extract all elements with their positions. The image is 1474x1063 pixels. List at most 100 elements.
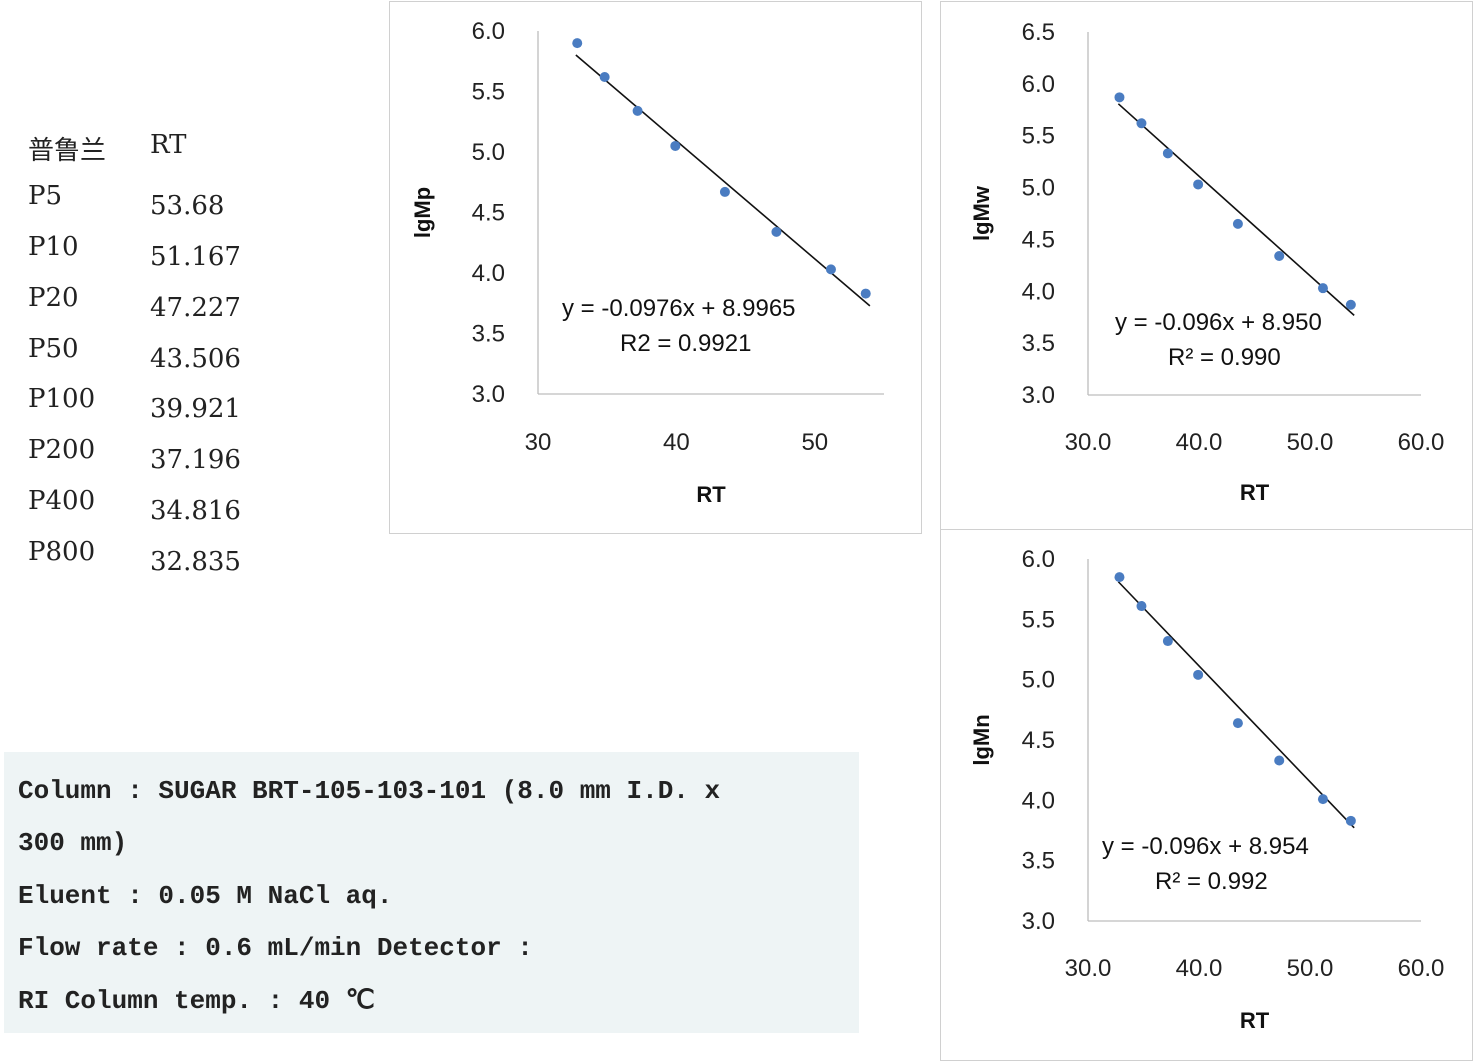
y-tick-label: 3.0 xyxy=(1022,908,1055,935)
x-tick-label: 50.0 xyxy=(1287,429,1334,456)
standard-name: P100 xyxy=(28,384,96,414)
standard-rt: 53.68 xyxy=(150,191,225,221)
standard-name: P10 xyxy=(28,232,79,262)
y-tick-label: 4.5 xyxy=(472,200,505,227)
x-axis-title: RT xyxy=(1240,1008,1270,1033)
data-point xyxy=(771,226,782,237)
x-tick-label: 30 xyxy=(525,429,552,456)
y-tick-label: 5.5 xyxy=(472,79,505,106)
chart-lgmn-plot: 3.0 3.5 4.0 4.5 5.0 5.5 6.0 30.0 40.0 50.0 60.0 RT l… xyxy=(969,546,1445,1033)
x-axis-title: RT xyxy=(1240,480,1270,505)
trendline-equation: y = -0.096x + 8.950 xyxy=(1115,309,1322,336)
standards-header-name: 普鲁兰 xyxy=(28,136,107,166)
y-tick-label: 4.0 xyxy=(1022,787,1055,814)
y-tick-label: 4.0 xyxy=(472,260,505,287)
data-point xyxy=(599,71,610,82)
y-tick-label: 5.5 xyxy=(1022,606,1055,633)
x-tick-label: 40 xyxy=(663,429,690,456)
y-tick-label: 6.0 xyxy=(1022,546,1055,573)
data-point xyxy=(1345,299,1356,310)
chart-lgmn: 3.0 3.5 4.0 4.5 5.0 5.5 6.0 30.0 40.0 50.0 60.0 RT l… xyxy=(940,529,1473,1061)
data-point xyxy=(719,186,730,197)
data-point xyxy=(1162,148,1173,159)
y-axis-title: lgMn xyxy=(969,714,994,765)
x-tick-label: 60.0 xyxy=(1398,955,1445,982)
data-point xyxy=(1193,669,1204,680)
y-tick-label: 4.0 xyxy=(1022,278,1055,305)
data-point xyxy=(1317,794,1328,805)
x-tick-label: 30.0 xyxy=(1065,429,1112,456)
data-point xyxy=(1136,601,1147,612)
trendline-r2: R² = 0.992 xyxy=(1155,868,1268,895)
x-tick-label: 40.0 xyxy=(1176,429,1223,456)
data-point xyxy=(572,38,583,49)
x-tick-label: 40.0 xyxy=(1176,955,1223,982)
trendline xyxy=(1117,581,1355,829)
data-point xyxy=(1232,218,1243,229)
y-tick-label: 3.5 xyxy=(1022,330,1055,357)
standard-rt: 34.816 xyxy=(150,496,241,526)
data-point xyxy=(1274,251,1285,262)
trendline-r2: R2 = 0.9921 xyxy=(620,330,751,357)
chart-lgmw-plot: 3.0 3.5 4.0 4.5 5.0 5.5 6.0 6.5 30.0 40.0 50.0 60.0… xyxy=(969,19,1445,505)
chart-lgmp: 3.0 3.5 4.0 4.5 5.0 5.5 6.0 30 40 50 RT lgMp y = -0.… xyxy=(389,1,922,534)
y-tick-label: 3.0 xyxy=(1022,382,1055,409)
data-point xyxy=(1317,283,1328,294)
data-point xyxy=(1114,572,1125,583)
y-tick-label: 4.5 xyxy=(1022,727,1055,754)
x-tick-label: 50 xyxy=(801,429,828,456)
y-tick-label: 3.0 xyxy=(472,381,505,408)
y-axis-title: lgMp xyxy=(410,187,435,238)
x-tick-label: 30.0 xyxy=(1065,955,1112,982)
y-tick-label: 5.0 xyxy=(1022,175,1055,202)
data-point xyxy=(1232,718,1243,729)
standard-name: P5 xyxy=(28,181,63,211)
trendline xyxy=(1117,103,1355,316)
method-conditions-box: Column : SUGAR BRT-105-103-101 (8.0 mm I… xyxy=(4,752,859,1033)
standards-header-rt: RT xyxy=(150,130,187,160)
x-tick-label: 60.0 xyxy=(1398,429,1445,456)
standard-rt: 51.167 xyxy=(150,242,241,272)
trendline xyxy=(575,54,871,307)
y-tick-label: 4.5 xyxy=(1022,226,1055,253)
standard-name: P20 xyxy=(28,283,79,313)
standard-rt: 47.227 xyxy=(150,293,241,323)
method-line: Column : SUGAR BRT-105-103-101 (8.0 mm I… xyxy=(18,776,721,806)
data-point xyxy=(1162,636,1173,647)
y-tick-label: 6.5 xyxy=(1022,19,1055,46)
y-axis-title: lgMw xyxy=(969,185,994,241)
data-point xyxy=(1274,755,1285,766)
data-point xyxy=(1345,815,1356,826)
trendline-equation: y = -0.0976x + 8.9965 xyxy=(562,295,796,322)
standard-name: P400 xyxy=(28,486,96,516)
data-point xyxy=(1114,92,1125,103)
chart-lgmw: 3.0 3.5 4.0 4.5 5.0 5.5 6.0 6.5 30.0 40.0 50.0 60.0… xyxy=(940,1,1473,530)
method-line: 300 mm) xyxy=(18,828,128,858)
method-line: RI Column temp. : 40 ℃ xyxy=(18,986,375,1016)
standard-name: P200 xyxy=(28,435,96,465)
data-point xyxy=(825,264,836,275)
y-tick-label: 5.0 xyxy=(472,139,505,166)
standard-name: P50 xyxy=(28,334,79,364)
chart-lgmp-plot: 3.0 3.5 4.0 4.5 5.0 5.5 6.0 30 40 50 RT lgMp y = -0.… xyxy=(410,18,884,507)
standard-rt: 32.835 xyxy=(150,547,241,577)
data-point xyxy=(632,105,643,116)
standard-rt: 39.921 xyxy=(150,394,241,424)
data-point xyxy=(1136,118,1147,129)
trendline-equation: y = -0.096x + 8.954 xyxy=(1102,833,1309,860)
y-tick-label: 6.0 xyxy=(1022,71,1055,98)
x-axis-title: RT xyxy=(696,482,726,507)
data-point xyxy=(670,140,681,151)
method-line: Eluent : 0.05 M NaCl aq. xyxy=(18,881,393,911)
method-line: Flow rate : 0.6 mL/min Detector : xyxy=(18,933,533,963)
data-point xyxy=(1193,179,1204,190)
data-point xyxy=(860,288,871,299)
standard-rt: 43.506 xyxy=(150,344,241,374)
y-tick-label: 3.5 xyxy=(1022,848,1055,875)
y-tick-label: 3.5 xyxy=(472,321,505,348)
y-tick-label: 5.0 xyxy=(1022,667,1055,694)
trendline-r2: R² = 0.990 xyxy=(1168,344,1281,371)
standard-rt: 37.196 xyxy=(150,445,241,475)
standard-name: P800 xyxy=(28,537,96,567)
x-tick-label: 50.0 xyxy=(1287,955,1334,982)
